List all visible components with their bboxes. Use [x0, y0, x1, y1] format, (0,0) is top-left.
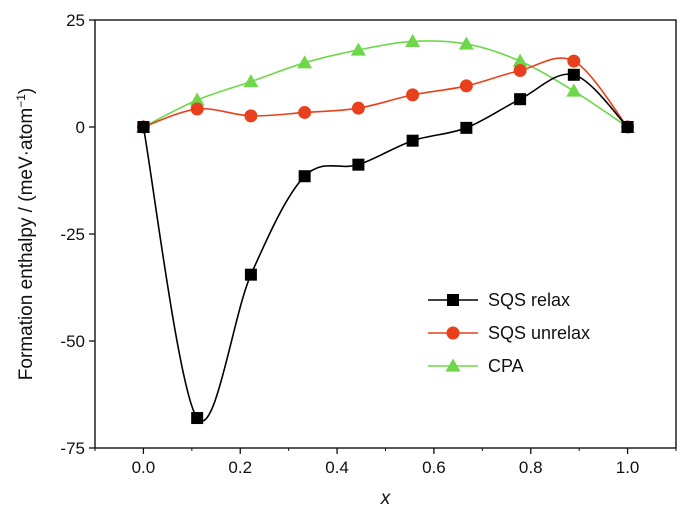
series-line-sqs-unrelax — [143, 57, 629, 128]
data-point-cpa — [297, 55, 313, 69]
data-point-cpa — [458, 36, 474, 50]
series-layer — [135, 33, 636, 425]
x-tick-label: 1.0 — [616, 458, 640, 477]
data-point-sqs-relax — [137, 121, 150, 133]
data-point-sqs-relax — [244, 268, 257, 281]
legend-label-cpa: CPA — [488, 356, 524, 376]
x-tick-label: 0.8 — [519, 458, 543, 477]
data-point-cpa — [189, 92, 205, 106]
data-point-sqs-unrelax — [513, 64, 527, 78]
data-point-cpa — [350, 42, 366, 56]
x-tick-label: 0.6 — [422, 458, 446, 477]
data-point-sqs-unrelax — [298, 105, 312, 119]
legend-marker-sqs-relax — [447, 294, 459, 306]
data-point-cpa — [405, 33, 421, 48]
data-point-sqs-unrelax — [567, 54, 581, 68]
data-point-cpa — [243, 74, 259, 88]
series-cpa — [135, 33, 636, 133]
data-point-sqs-unrelax — [244, 109, 258, 123]
data-point-cpa — [566, 83, 582, 97]
legend-marker-sqs-unrelax — [446, 326, 460, 340]
series-line-cpa — [143, 40, 629, 128]
y-axis-title: Formation enthalpy / (meV·atom−1) — [14, 88, 37, 380]
data-point-sqs-unrelax — [459, 79, 473, 93]
series-sqs-relax — [137, 68, 634, 425]
data-point-sqs-unrelax — [406, 88, 420, 102]
data-point-sqs-relax — [298, 170, 311, 183]
y-axis-title-superscript: −1 — [14, 94, 28, 108]
legend: SQS relax SQS unrelax CPA — [428, 290, 590, 376]
data-point-sqs-relax — [460, 121, 473, 134]
x-tick-label: 0.4 — [325, 458, 349, 477]
x-tick-label: 0.2 — [228, 458, 252, 477]
data-point-sqs-relax — [352, 158, 365, 171]
legend-marker-cpa — [445, 358, 461, 372]
y-tick-label: -75 — [60, 439, 85, 458]
data-point-sqs-relax — [406, 134, 419, 147]
legend-label-sqs-relax: SQS relax — [488, 290, 570, 310]
data-point-sqs-unrelax — [190, 102, 204, 116]
data-point-sqs-unrelax — [351, 101, 365, 115]
x-tick-label: 0.0 — [132, 458, 156, 477]
y-tick-label: 25 — [66, 11, 85, 30]
data-point-sqs-relax — [567, 68, 580, 81]
data-point-cpa — [512, 53, 528, 67]
y-axis-title-main: Formation enthalpy / (meV·atom — [16, 108, 37, 380]
data-point-sqs-relax — [621, 121, 634, 133]
ticks-layer: 0.0 0.2 0.4 0.6 0.8 1.0 -75 -50 -25 0 25 — [60, 11, 677, 477]
y-tick-label: -50 — [60, 332, 85, 351]
x-axis-title: x — [380, 488, 392, 509]
series-line-sqs-relax — [142, 73, 629, 422]
legend-label-sqs-unrelax: SQS unrelax — [488, 323, 590, 343]
y-tick-label: 0 — [76, 118, 85, 137]
y-tick-label: -25 — [60, 225, 85, 244]
data-point-sqs-relax — [514, 93, 527, 106]
y-axis-title-close: ) — [16, 88, 37, 94]
data-point-sqs-relax — [191, 412, 204, 425]
